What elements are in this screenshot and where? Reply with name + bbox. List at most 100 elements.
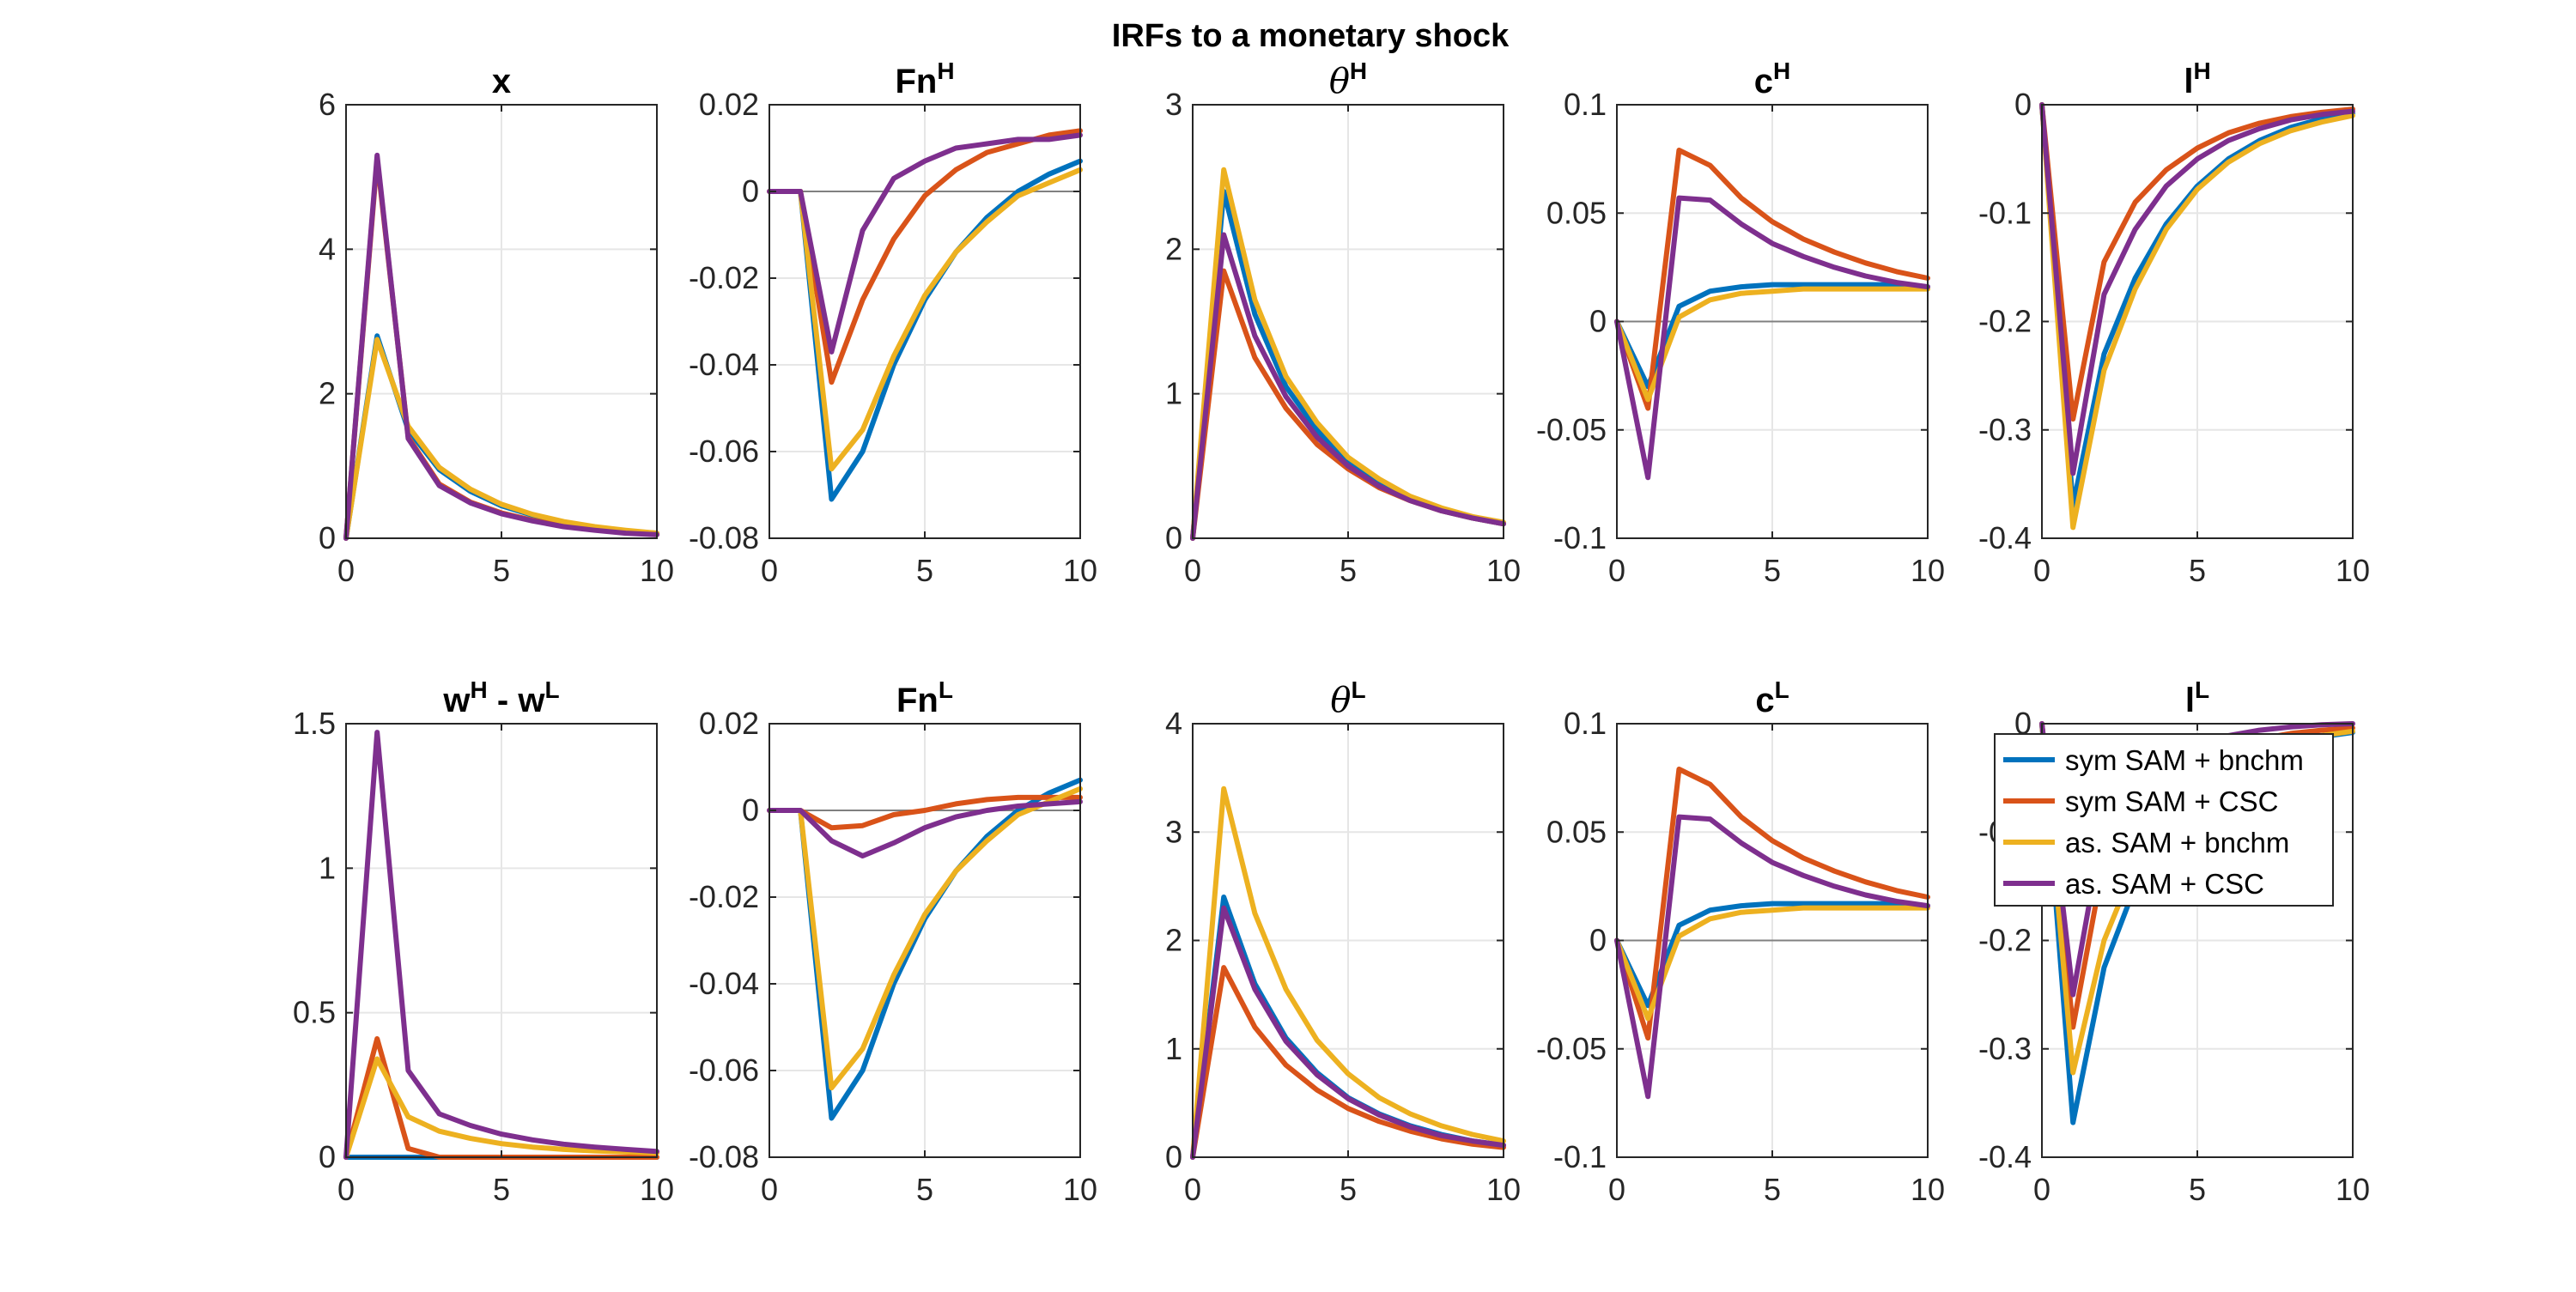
x-tick-label: 0 <box>1184 1172 1201 1207</box>
y-tick-label: 0 <box>1589 304 1607 339</box>
panel-1: 0 2 4 6 0 5 10 x <box>319 63 674 588</box>
legend-label-4: as. SAM + CSC <box>2065 868 2264 900</box>
series-line-3 <box>343 337 659 541</box>
y-tick-label: 0 <box>319 1139 336 1174</box>
panel-title: cL <box>1755 676 1789 719</box>
y-tick-label: 2 <box>1165 923 1182 958</box>
y-tick-label: 0.05 <box>1546 195 1607 230</box>
series-line-2 <box>1614 148 1930 411</box>
panel-9: -0.1 -0.05 0 0.05 0.1 0 5 10 cL <box>1536 676 1945 1207</box>
series-line-2 <box>2039 102 2355 422</box>
x-tick-label: 10 <box>2336 553 2370 588</box>
series-line-4 <box>1614 195 1930 481</box>
y-tick-label: 0.5 <box>293 995 336 1030</box>
x-tick-label: 5 <box>1340 1172 1357 1207</box>
panel-title: wH - wL <box>442 676 559 719</box>
y-tick-label: 0 <box>2014 87 2032 122</box>
series-line-4 <box>2039 102 2355 476</box>
x-tick-label: 5 <box>1764 1172 1781 1207</box>
y-tick-label: -0.3 <box>1978 412 2032 447</box>
y-tick-label: 1.5 <box>293 706 336 741</box>
panel-title: lH <box>2184 58 2210 100</box>
figure-title: IRFs to a monetary shock <box>1112 18 1510 54</box>
series-line-3 <box>343 1056 659 1160</box>
panel-7: -0.08 -0.06 -0.04 -0.02 0 0.02 0 5 10 FnL <box>689 676 1097 1207</box>
y-tick-label: -0.05 <box>1536 1031 1607 1066</box>
y-tick-label: -0.02 <box>689 260 759 295</box>
y-tick-label: 4 <box>1165 706 1182 741</box>
y-tick-label: 0 <box>1589 923 1607 958</box>
x-tick-label: 10 <box>1911 553 1945 588</box>
x-tick-label: 5 <box>2189 1172 2206 1207</box>
panel-title: x <box>492 63 511 100</box>
y-tick-label: -0.06 <box>689 1052 759 1088</box>
x-tick-label: 0 <box>337 1172 355 1207</box>
y-tick-label: -0.1 <box>1553 520 1607 555</box>
y-tick-label: -0.1 <box>1553 1139 1607 1174</box>
legend-label-1: sym SAM + bnchm <box>2065 744 2304 776</box>
panel-8: 0 1 2 3 4 0 5 10 θL <box>1165 676 1521 1207</box>
y-tick-label: 2 <box>319 376 336 411</box>
x-tick-label: 5 <box>1764 553 1781 588</box>
series-line-4 <box>767 798 1083 858</box>
x-tick-label: 0 <box>1184 553 1201 588</box>
x-tick-label: 10 <box>640 1172 674 1207</box>
y-tick-label: 0.02 <box>699 706 759 741</box>
x-tick-label: 10 <box>1486 1172 1521 1207</box>
series-line-2 <box>767 794 1083 831</box>
y-tick-label: 0.02 <box>699 87 759 122</box>
series-line-3 <box>2039 102 2355 531</box>
series-line-4 <box>1190 905 1506 1160</box>
series-line-2 <box>1190 965 1506 1160</box>
legend-box <box>1994 733 2334 907</box>
panel-title: FnL <box>896 676 953 719</box>
series-line-3 <box>1190 786 1506 1160</box>
series-line-4 <box>343 730 659 1160</box>
y-tick-label: -0.4 <box>1978 1139 2032 1174</box>
x-tick-label: 5 <box>493 1172 510 1207</box>
series-line-3 <box>767 786 1083 1091</box>
series-line-4 <box>1190 232 1506 541</box>
panel-6: 0 0.5 1 1.5 0 5 10 wH - wL <box>293 676 674 1207</box>
y-tick-label: 0 <box>2014 706 2032 741</box>
y-tick-label: -0.02 <box>689 879 759 914</box>
panel-4: -0.1 -0.05 0 0.05 0.1 0 5 10 cH <box>1536 58 1945 588</box>
legend: sym SAM + bnchm sym SAM + CSC as. SAM + bn… <box>1994 733 2334 907</box>
y-tick-label: 3 <box>1165 814 1182 849</box>
y-tick-label: -0.4 <box>1978 520 2032 555</box>
y-tick-label: 3 <box>1165 87 1182 122</box>
series-line-1 <box>1614 282 1930 390</box>
y-tick-label: 0 <box>742 792 759 828</box>
y-tick-label: 0 <box>1165 1139 1182 1174</box>
y-tick-label: 0.05 <box>1546 814 1607 849</box>
panel-title: FnH <box>895 58 954 100</box>
panel-title: θH <box>1329 58 1367 101</box>
x-tick-label: 5 <box>916 553 933 588</box>
panel-3: 0 1 2 3 0 5 10 θH <box>1165 58 1521 588</box>
x-tick-label: 0 <box>337 553 355 588</box>
y-tick-label: 0 <box>742 173 759 209</box>
series-line-4 <box>343 152 659 541</box>
y-tick-label: -0.05 <box>1536 412 1607 447</box>
x-tick-label: 5 <box>2189 553 2206 588</box>
x-tick-label: 5 <box>493 553 510 588</box>
x-tick-label: 10 <box>2336 1172 2370 1207</box>
y-tick-label: -0.04 <box>689 347 759 382</box>
series-line-3 <box>767 167 1083 472</box>
x-tick-label: 0 <box>2033 553 2050 588</box>
x-tick-label: 0 <box>1608 1172 1625 1207</box>
y-tick-label: -0.08 <box>689 1139 759 1174</box>
legend-label-3: as. SAM + bnchm <box>2065 827 2289 858</box>
x-tick-label: 0 <box>761 1172 778 1207</box>
y-tick-label: 2 <box>1165 231 1182 266</box>
y-tick-label: 1 <box>1165 1031 1182 1066</box>
x-tick-label: 10 <box>1486 553 1521 588</box>
y-tick-label: 0 <box>1165 520 1182 555</box>
y-tick-label: -0.1 <box>1978 195 2032 230</box>
series-line-3 <box>1614 905 1930 1022</box>
panel-5: -0.4 -0.3 -0.2 -0.1 0 0 5 10 lH <box>1978 58 2370 588</box>
series-line-2 <box>1614 767 1930 1041</box>
series-line-4 <box>1614 814 1930 1100</box>
